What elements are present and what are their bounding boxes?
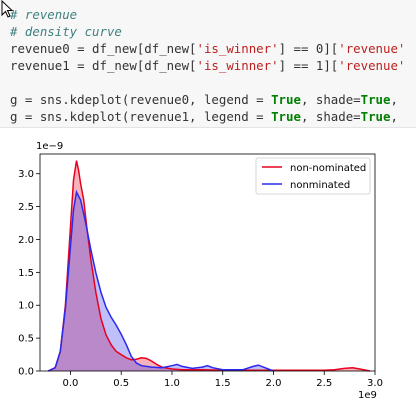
code-token: 'is_winner' xyxy=(196,41,279,56)
y-axis-offset-label: 1e−9 xyxy=(36,141,63,152)
x-tick-label: 2.0 xyxy=(266,378,282,389)
code-token: , shade= xyxy=(300,92,361,107)
legend-box xyxy=(255,157,371,195)
code-token: g = sns.kdeplot(revenue0, legend = xyxy=(10,92,272,107)
y-tick-label: 2.5 xyxy=(18,202,34,213)
y-tick-label: 1.5 xyxy=(18,268,34,279)
series-lines xyxy=(47,160,371,372)
y-tick-label: 3.0 xyxy=(18,169,34,180)
code-token: ] == 1][ xyxy=(278,58,339,73)
code-token: ] == 0][ xyxy=(278,41,339,56)
code-token: # revenue xyxy=(10,7,78,22)
code-line: revenue0 = df_new[df_new['is_winner'] ==… xyxy=(10,40,405,57)
y-tick-label: 0.5 xyxy=(18,334,34,345)
y-tick-label: 0.0 xyxy=(18,367,34,378)
y-tick-label: 1.0 xyxy=(18,301,34,312)
code-token: 'revenue' xyxy=(338,58,406,73)
code-token: True xyxy=(271,109,301,124)
y-axis-ticks: 0.0 0.5 1.0 1.5 2.0 2.5 3.0 xyxy=(18,169,40,378)
x-tick-label: 2.5 xyxy=(316,378,332,389)
code-line: g = sns.kdeplot(revenue1, legend = True,… xyxy=(10,108,405,125)
legend: non-nominated nonminated xyxy=(255,157,371,195)
code-token: # density curve xyxy=(10,24,122,39)
code-line: # density curve xyxy=(10,23,405,40)
density-plot: 0.0 0.5 1.0 1.5 2.0 2.5 3.0 0.0 0.5 1.0 1.5 2.0 2.5… xyxy=(18,141,383,401)
code-token: True xyxy=(360,92,391,107)
code-token: g = sns.kdeplot(revenue1, legend = xyxy=(10,109,272,124)
code-line: # revenue xyxy=(10,6,405,23)
code-token: , xyxy=(390,92,398,107)
code-token: , xyxy=(390,109,398,124)
code-token: True xyxy=(271,92,301,107)
code-token: , shade= xyxy=(300,109,361,124)
code-cell[interactable]: # revenue # density curve revenue0 = df_ne… xyxy=(0,0,416,128)
y-tick-label: 2.0 xyxy=(18,235,34,246)
x-tick-label: 0.5 xyxy=(113,378,129,389)
legend-label-non-nominated: non-nominated xyxy=(290,163,366,174)
code-line: g = sns.kdeplot(revenue0, legend = True,… xyxy=(10,91,405,108)
series-line-1 xyxy=(47,189,274,372)
x-tick-label: 3.0 xyxy=(367,378,383,389)
series-area-1 xyxy=(48,192,274,371)
x-tick-label: 0.0 xyxy=(63,378,79,389)
x-axis-ticks: 0.0 0.5 1.0 1.5 2.0 2.5 3.0 xyxy=(63,371,383,389)
mouse-cursor-icon xyxy=(1,0,14,18)
x-tick-label: 1.0 xyxy=(164,378,180,389)
legend-label-nonminated: nonminated xyxy=(290,180,350,191)
x-axis-offset-label: 1e9 xyxy=(358,390,377,401)
code-token: 'is_winner' xyxy=(196,58,279,73)
code-editor[interactable]: # revenue # density curve revenue0 = df_ne… xyxy=(10,6,405,125)
code-token: 'revenue' xyxy=(338,41,406,56)
plot-frame xyxy=(39,153,376,372)
code-line: revenue1 = df_new[df_new['is_winner'] ==… xyxy=(10,57,405,74)
code-token: revenue0 = df_new[df_new[ xyxy=(10,41,197,56)
code-line xyxy=(10,74,405,91)
x-tick-label: 1.5 xyxy=(215,378,231,389)
code-token: True xyxy=(360,109,391,124)
code-token: revenue1 = df_new[df_new[ xyxy=(10,58,197,73)
